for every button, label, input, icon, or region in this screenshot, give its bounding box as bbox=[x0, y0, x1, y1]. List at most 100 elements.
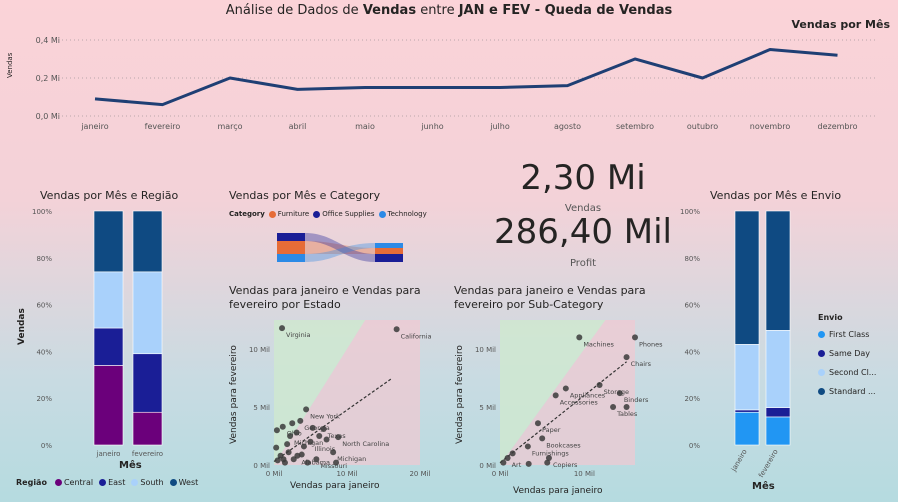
bar-segment-standard-class bbox=[765, 210, 791, 331]
title-prefix: Análise de Dados de bbox=[225, 3, 363, 18]
legend-item[interactable]: Office Supplies bbox=[313, 210, 375, 218]
y-tick-label: 0,4 Mi bbox=[36, 36, 60, 45]
legend-label: Furniture bbox=[277, 210, 310, 218]
y-tick-label: 10 Mil bbox=[475, 346, 496, 354]
x-tick-label: fevereiro bbox=[757, 448, 780, 479]
y-tick-label: 60% bbox=[684, 302, 700, 310]
point-label: North Carolina bbox=[342, 440, 389, 448]
ribbon-bar-janeiro bbox=[277, 241, 305, 254]
scatter-point bbox=[309, 424, 316, 431]
scatter-point bbox=[304, 459, 311, 466]
envio-chart-xlabel: Mês bbox=[752, 481, 775, 492]
scatter-point bbox=[330, 449, 337, 456]
y-tick-label: 0,0 Mi bbox=[36, 112, 60, 121]
legend-item[interactable]: West bbox=[169, 478, 198, 487]
legend-label: Central bbox=[63, 478, 94, 487]
y-tick-label: 0% bbox=[41, 442, 52, 450]
x-tick-label: fevereiro bbox=[132, 450, 163, 458]
legend-item[interactable]: First Class bbox=[818, 325, 876, 344]
trend-line bbox=[273, 378, 392, 463]
x-tick-label: agosto bbox=[554, 122, 581, 131]
scatter-point bbox=[539, 435, 546, 442]
kpi-vendas-value: 2,30 Mi bbox=[520, 158, 646, 198]
scatter-point bbox=[596, 381, 603, 388]
envio-legend-items: First Class Same Day Second Cl... Standard … bbox=[818, 325, 876, 401]
state-scatter-title: Vendas para janeiro e Vendas para fevere… bbox=[229, 284, 421, 312]
state-scatter-title-line2: fevereiro por Estado bbox=[229, 298, 341, 311]
y-tick-label: 0% bbox=[689, 442, 700, 450]
legend-item[interactable]: Standard ... bbox=[818, 382, 876, 401]
scatter-point bbox=[316, 433, 323, 439]
line-chart-title: Vendas por Mês bbox=[791, 18, 890, 31]
envio-legend: Envio First Class Same Day Second Cl... Sta… bbox=[818, 310, 876, 401]
subcat-scatter-xlabel: Vendas para janeiro bbox=[513, 486, 603, 496]
state-scatter[interactable]: 0 Mil 5 Mil 10 Mil 0 Mil 10 Mil 20 Mil Virgini… bbox=[240, 310, 470, 490]
bar-segment-second-class bbox=[734, 344, 760, 411]
category-ribbon-chart[interactable] bbox=[275, 229, 415, 269]
scatter-point bbox=[524, 443, 531, 450]
legend-item[interactable]: Central bbox=[54, 478, 94, 487]
bar-segment-south bbox=[93, 271, 124, 329]
kpi-profit-value: 286,40 Mil bbox=[493, 212, 672, 252]
y-tick-label: 100% bbox=[32, 208, 52, 216]
scatter-point bbox=[279, 423, 286, 430]
legend-label: Office Supplies bbox=[322, 210, 375, 218]
envio-legend-title: Envio bbox=[818, 313, 843, 322]
x-tick-label: novembro bbox=[750, 122, 791, 131]
x-tick-label: 0 Mil bbox=[492, 470, 509, 478]
y-tick-label: 40% bbox=[684, 348, 700, 356]
ribbon-bar-fevereiro bbox=[375, 248, 403, 254]
subcat-scatter-ylabel: Vendas para fevereiro bbox=[455, 345, 465, 444]
envio-chart[interactable]: 0% 20% 40% 60% 80% 100% janeiro fevereiro bbox=[670, 200, 810, 500]
bar-segment-first-class bbox=[734, 411, 760, 446]
bar-segment-first-class bbox=[765, 416, 791, 446]
legend-item[interactable]: Furniture bbox=[268, 210, 310, 218]
scatter-point bbox=[289, 420, 296, 427]
x-tick-label: junho bbox=[420, 122, 443, 131]
scatter-point bbox=[298, 451, 305, 458]
subcat-scatter-title-line1: Vendas para janeiro e Vendas para bbox=[454, 284, 646, 297]
legend-item[interactable]: Same Day bbox=[818, 344, 876, 363]
region-chart-title: Vendas por Mês e Região bbox=[40, 189, 179, 202]
legend-marker bbox=[818, 388, 825, 395]
bar-segment-central bbox=[132, 411, 163, 446]
x-tick-label: setembro bbox=[616, 122, 654, 131]
y-tick-label: 80% bbox=[684, 255, 700, 263]
point-label: Michigan bbox=[337, 455, 366, 463]
y-tick-label: 5 Mil bbox=[479, 404, 496, 412]
ribbon-bar-fevereiro bbox=[375, 254, 403, 262]
legend-marker bbox=[818, 350, 825, 357]
scatter-point bbox=[534, 420, 541, 427]
bar-segment-east bbox=[93, 327, 124, 366]
scatter-point bbox=[273, 444, 280, 451]
category-legend: Category Furniture Office Supplies Technol… bbox=[229, 210, 427, 218]
legend-item[interactable]: Second Cl... bbox=[818, 363, 876, 382]
line-chart[interactable]: 0,0 Mi 0,2 Mi 0,4 Mi janeiro fevereiro março a… bbox=[0, 0, 898, 140]
legend-item[interactable]: South bbox=[131, 478, 164, 487]
scatter-point bbox=[303, 406, 310, 413]
x-tick-label: maio bbox=[355, 122, 375, 131]
point-label: Furnishings bbox=[532, 449, 570, 457]
quadrant-below bbox=[500, 320, 635, 465]
x-tick-label: 0 Mil bbox=[266, 470, 283, 478]
scatter-point bbox=[576, 334, 583, 341]
point-label: Binders bbox=[624, 396, 649, 404]
scatter-point bbox=[610, 404, 617, 410]
subcat-scatter[interactable]: 0 Mil 5 Mil 10 Mil 0 Mil 10 Mil Machines Phone… bbox=[465, 310, 665, 490]
scatter-point bbox=[320, 426, 327, 433]
point-label: Missouri bbox=[320, 462, 347, 470]
scatter-point bbox=[313, 456, 320, 463]
region-chart[interactable]: 0% 20% 40% 60% 80% 100% janeiro fevereiro bbox=[0, 200, 200, 500]
legend-item[interactable]: Technology bbox=[378, 210, 427, 218]
scatter-point bbox=[273, 427, 280, 434]
point-label: Georgia bbox=[304, 424, 330, 432]
point-label: Illinois bbox=[315, 445, 336, 453]
legend-item[interactable]: East bbox=[99, 478, 125, 487]
y-tick-label: 0 Mil bbox=[479, 462, 496, 470]
sales-line bbox=[94, 48, 838, 107]
x-tick-label: 10 Mil bbox=[336, 470, 357, 478]
y-tick-label: 10 Mil bbox=[249, 346, 270, 354]
ribbon-bar-janeiro bbox=[277, 233, 305, 241]
x-tick-label: janeiro bbox=[96, 450, 121, 458]
bar-segment-same-day bbox=[734, 409, 760, 413]
